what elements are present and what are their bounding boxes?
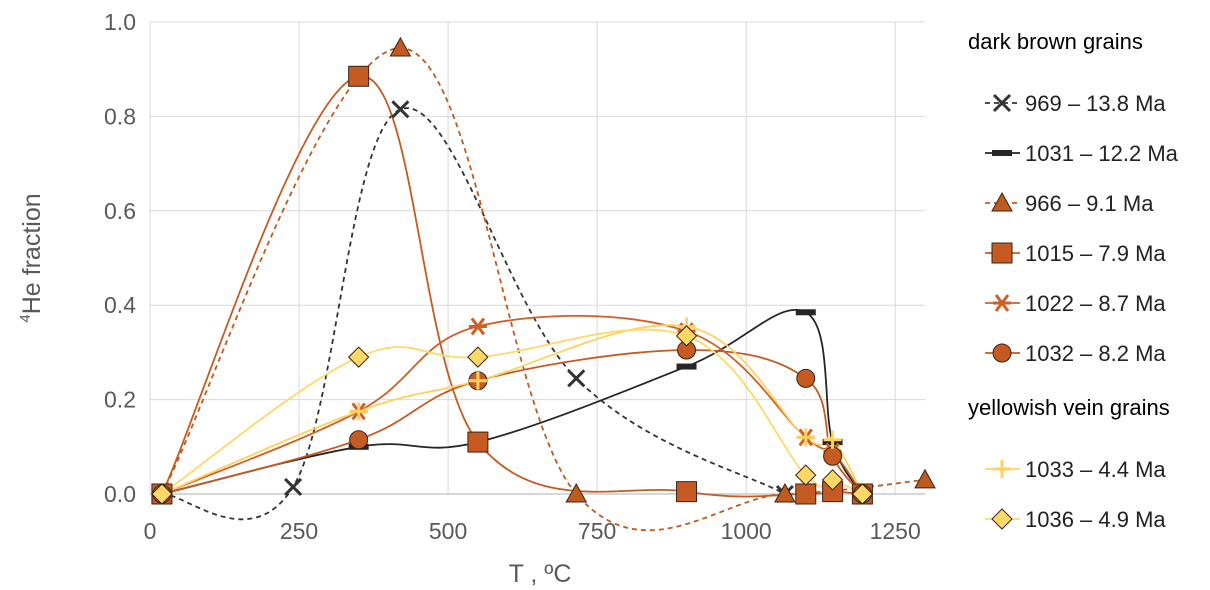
data-point: [823, 430, 842, 449]
data-point: [795, 483, 817, 505]
data-point: [348, 65, 370, 87]
legend-marker: [991, 191, 1013, 212]
y-axis-title-superscript: 4: [17, 314, 34, 322]
legend-marker: [991, 242, 1013, 264]
legend-item: 966 – 9.1 Ma: [985, 191, 1154, 216]
series-line-6: [161, 324, 864, 495]
legend-marker: [993, 460, 1011, 478]
x-tick-label: 0: [144, 518, 157, 544]
series-line-5: [161, 349, 864, 495]
data-point: [349, 430, 369, 450]
legend-item: 1032 – 8.2 Ma: [985, 341, 1166, 366]
data-point: [467, 431, 489, 453]
legend-group-title: yellowish vein grains: [968, 395, 1170, 420]
data-point: [851, 483, 874, 505]
data-point: [349, 402, 368, 421]
legend-label: 969 – 13.8 Ma: [1025, 91, 1166, 116]
data-point: [675, 325, 698, 347]
x-tick-label: 1000: [721, 518, 772, 544]
data-point: [567, 369, 586, 388]
data-point: [774, 482, 796, 503]
legend-item: 1033 – 4.4 Ma: [985, 457, 1166, 482]
y-tick-label: 1.0: [104, 9, 136, 35]
legend-label: 966 – 9.1 Ma: [1025, 191, 1154, 216]
legend-marker: [992, 93, 1012, 113]
legend-label: 1015 – 7.9 Ma: [1025, 241, 1166, 266]
data-point: [796, 368, 816, 388]
legend-marker: [991, 508, 1013, 530]
legend-label: 1036 – 4.9 Ma: [1025, 507, 1166, 532]
series-line-7: [161, 328, 863, 495]
legend-marker: [993, 294, 1011, 312]
series-markers: [151, 36, 936, 505]
data-point: [468, 317, 487, 336]
series-line-0: [161, 107, 786, 521]
series-line-3: [161, 75, 863, 498]
series-lines: [161, 47, 926, 532]
data-point: [823, 446, 843, 466]
data-point: [796, 428, 815, 447]
series-line-1: [161, 308, 864, 495]
series-line-4: [161, 314, 864, 495]
legend-item: 969 – 13.8 Ma: [985, 91, 1166, 116]
data-point: [151, 483, 173, 505]
legend-label: 1031 – 12.2 Ma: [1025, 141, 1179, 166]
data-point: [389, 36, 412, 57]
data-point: [284, 477, 303, 496]
data-point: [391, 100, 410, 119]
data-point: [821, 469, 844, 491]
y-tick-label: 0.8: [104, 103, 136, 129]
data-point: [565, 482, 588, 503]
data-point: [914, 468, 936, 489]
legend-label: 1022 – 8.7 Ma: [1025, 291, 1166, 316]
x-tick-label: 750: [578, 518, 616, 544]
axes: 0 250 500 750 1000 1250 0.0 0.2 0.4 0.6 0.8 1.0: [104, 9, 925, 544]
series-line-2: [161, 47, 926, 532]
legend-group-title: dark brown grains: [968, 29, 1143, 54]
data-point: [468, 371, 487, 390]
legend-marker: [992, 150, 1012, 156]
x-tick-label: 1250: [870, 518, 921, 544]
x-tick-label: 250: [280, 518, 318, 544]
legend-item: 1015 – 7.9 Ma: [985, 241, 1166, 266]
data-point: [676, 363, 697, 370]
legend-marker: [992, 343, 1012, 363]
data-point: [795, 309, 816, 316]
legend-item: 1036 – 4.9 Ma: [985, 507, 1166, 532]
data-point: [795, 464, 817, 486]
y-axis-title-text: He fraction: [18, 193, 46, 314]
legend: dark brown grains 969 – 13.8 Ma 1031 – 12.…: [968, 29, 1179, 532]
y-tick-label: 0.4: [104, 292, 136, 318]
legend-label: 1032 – 8.2 Ma: [1025, 341, 1166, 366]
legend-label: 1033 – 4.4 Ma: [1025, 457, 1166, 482]
legend-item: 1031 – 12.2 Ma: [985, 141, 1179, 166]
legend-item: 1022 – 8.7 Ma: [985, 291, 1166, 316]
y-tick-label: 0.6: [104, 198, 136, 224]
x-tick-label: 500: [429, 518, 467, 544]
data-point: [347, 346, 370, 368]
data-point: [676, 481, 698, 503]
y-axis-title: 4He fraction: [17, 193, 46, 322]
y-tick-label: 0.2: [104, 387, 136, 413]
y-tick-label: 0.0: [104, 481, 136, 507]
x-axis-title: T , ºC: [509, 560, 572, 588]
data-point: [467, 346, 489, 368]
